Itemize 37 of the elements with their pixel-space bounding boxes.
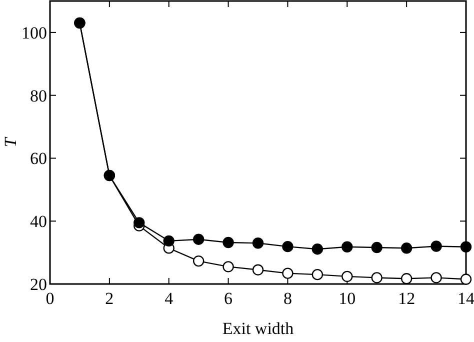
point [312, 268, 324, 280]
point [282, 240, 294, 252]
y-tick-label: 80 [30, 86, 47, 106]
point [400, 273, 412, 284]
point [222, 261, 234, 272]
point [342, 270, 353, 282]
point [192, 255, 204, 267]
x-tick-label: 10 [338, 289, 356, 308]
y-tick-label: 20 [30, 275, 47, 294]
point [430, 272, 442, 284]
point [163, 235, 174, 247]
y-axis-title: T [1, 136, 20, 148]
y-tick-label: 60 [30, 149, 47, 168]
x-tick-label: 8 [283, 289, 292, 308]
point [222, 236, 234, 248]
point [460, 274, 472, 285]
point [371, 242, 382, 254]
point [371, 272, 382, 284]
point [192, 234, 204, 245]
x-tick-label: 14 [458, 289, 474, 308]
x-tick-label: 2 [105, 289, 114, 308]
point [252, 238, 264, 249]
point [312, 243, 324, 255]
point [430, 240, 442, 252]
y-tick-label: 40 [30, 212, 47, 232]
x-tick-label: 4 [164, 289, 174, 308]
x-tick-label: 12 [398, 289, 416, 308]
x-tick-label: 0 [46, 289, 54, 308]
point [134, 217, 145, 228]
x-tick-label: 6 [224, 289, 233, 308]
point [460, 241, 472, 252]
point [252, 264, 264, 276]
x-axis-title: Exit width [222, 319, 294, 338]
point [400, 242, 412, 254]
y-tick-label: 100 [22, 23, 47, 42]
point [282, 268, 294, 279]
point [342, 241, 353, 252]
